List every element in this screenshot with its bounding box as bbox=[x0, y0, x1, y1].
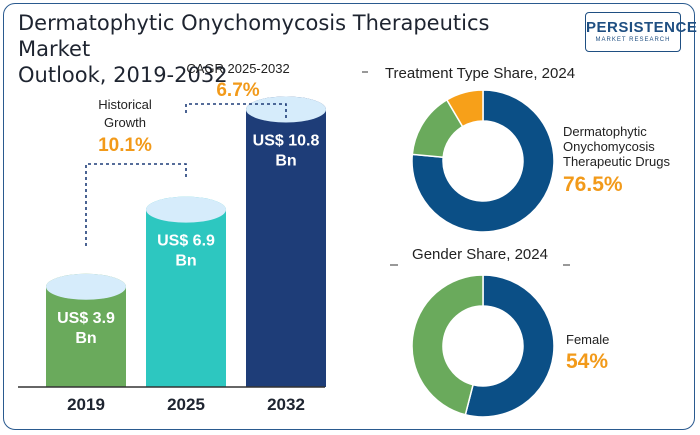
cagr-connector bbox=[185, 103, 287, 119]
bar-data-label-2025-0: US$ 6.9 bbox=[157, 233, 215, 250]
bar-data-label-2032-1: Bn bbox=[275, 152, 296, 169]
treatment-slice-0 bbox=[411, 89, 555, 233]
treatment-callout-line-1: Dermatophytic bbox=[563, 124, 647, 139]
historical-growth-value: 10.1% bbox=[98, 135, 152, 156]
bar-2025 bbox=[146, 196, 226, 387]
x-tick-label-2025: 2025 bbox=[167, 395, 205, 414]
bar-top-2019 bbox=[46, 273, 126, 300]
historical-label-line-1: Historical bbox=[98, 97, 152, 112]
x-tick-label-2032: 2032 bbox=[267, 395, 305, 414]
chart-frame bbox=[3, 3, 695, 430]
chart-title-line-2: Outlook, 2019-2032 bbox=[18, 63, 228, 87]
historical-label-line-2: Growth bbox=[104, 115, 146, 130]
cagr-value: 6.7% bbox=[216, 80, 259, 101]
gender-share-title: Gender Share, 2024 bbox=[412, 246, 548, 263]
revenue-bar-chart: US$ 3.9 Bn US$ 6.9 Bn US$ 10.8 Bn bbox=[46, 96, 326, 387]
cagr-label: CAGR 2025-2032 bbox=[186, 61, 289, 76]
treatment-share-donut bbox=[411, 89, 555, 233]
gender-share-donut bbox=[411, 274, 555, 418]
bar-data-label-2032-0: US$ 10.8 bbox=[253, 132, 320, 149]
chart-title-line-1: Dermatophytic Onychomycosis Therapeutics… bbox=[18, 11, 490, 61]
brand-logo: PERSISTENCE MARKET RESEARCH bbox=[585, 12, 698, 52]
bar-data-label-2025-1: Bn bbox=[175, 253, 196, 270]
bar-data-label-2019-0: US$ 3.9 bbox=[57, 310, 115, 327]
treatment-title-group: Treatment Type Share, 2024 bbox=[362, 62, 588, 82]
historical-growth-connector bbox=[85, 163, 187, 246]
bar-data-label-2019-1: Bn bbox=[75, 330, 96, 347]
brand-logo-tagline: MARKET RESEARCH bbox=[595, 37, 671, 43]
treatment-share-title: Treatment Type Share, 2024 bbox=[385, 65, 575, 82]
bar-2032 bbox=[246, 96, 326, 387]
x-tick-label-2019: 2019 bbox=[67, 395, 105, 414]
bar-x-axis-labels: 2019 2025 2032 bbox=[67, 395, 305, 414]
gender-title-group: Gender Share, 2024 bbox=[390, 246, 570, 275]
bar-2019 bbox=[46, 273, 126, 387]
chart-title: Dermatophytic Onychomycosis Therapeutics… bbox=[18, 10, 558, 88]
brand-logo-name: PERSISTENCE bbox=[586, 19, 698, 36]
bar-top-2025 bbox=[146, 196, 226, 223]
treatment-callout-value: 76.5% bbox=[563, 173, 623, 196]
gender-slice-1 bbox=[411, 274, 484, 416]
gender-callout-label: Female bbox=[566, 332, 609, 347]
treatment-slice-2 bbox=[445, 89, 484, 128]
treatment-callout-line-2: Onychomycosis bbox=[563, 139, 655, 154]
gender-slice-0 bbox=[464, 274, 555, 418]
gender-callout-value: 54% bbox=[566, 350, 608, 373]
treatment-callout-line-3: Therapeutic Drugs bbox=[563, 154, 670, 169]
